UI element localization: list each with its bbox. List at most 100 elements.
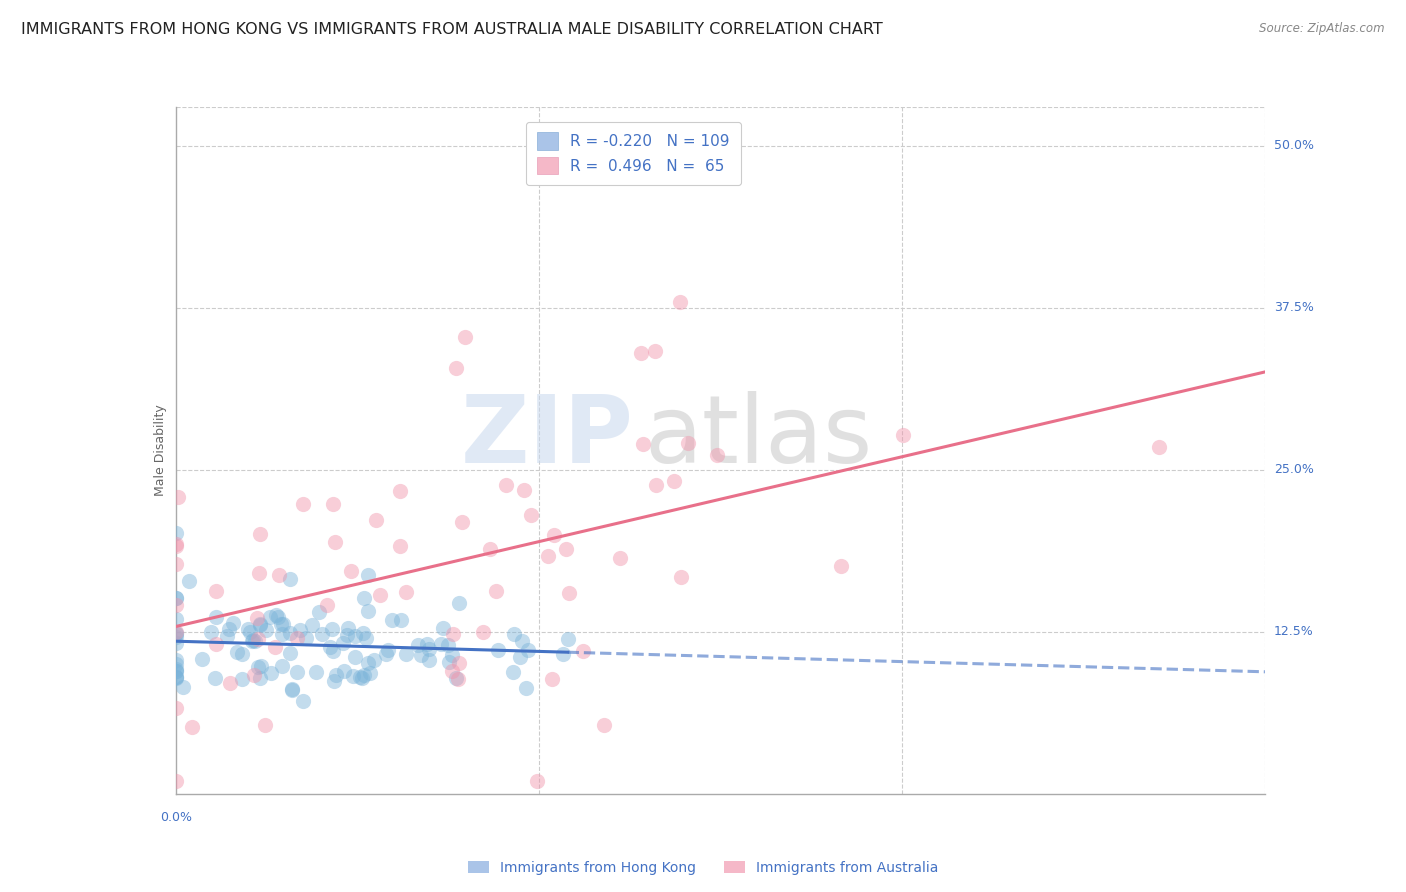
Point <box>593 718 616 732</box>
Point <box>830 559 852 574</box>
Point <box>354 631 377 645</box>
Point <box>418 653 440 667</box>
Point <box>259 610 281 624</box>
Point <box>177 574 200 589</box>
Point <box>416 637 439 651</box>
Point <box>446 672 468 686</box>
Point <box>336 628 359 642</box>
Point <box>264 607 287 622</box>
Point <box>479 542 502 557</box>
Point <box>204 671 226 685</box>
Point <box>389 613 412 627</box>
Point <box>388 539 411 553</box>
Point <box>555 542 578 557</box>
Point <box>353 668 375 682</box>
Point <box>337 621 360 635</box>
Point <box>231 647 253 661</box>
Point <box>503 627 526 641</box>
Point <box>243 668 266 682</box>
Point <box>630 346 652 360</box>
Point <box>512 483 534 497</box>
Point <box>454 329 477 343</box>
Point <box>165 612 187 626</box>
Point <box>247 659 270 673</box>
Point <box>205 637 228 651</box>
Point <box>515 681 537 696</box>
Point <box>418 641 440 656</box>
Point <box>242 632 264 647</box>
Point <box>319 640 342 655</box>
Point <box>204 584 226 599</box>
Point <box>668 294 690 309</box>
Point <box>291 694 314 708</box>
Point <box>165 591 187 606</box>
Point <box>165 537 187 551</box>
Point <box>644 343 666 358</box>
Point <box>662 474 685 488</box>
Point <box>429 637 451 651</box>
Point <box>271 617 294 632</box>
Point <box>359 665 381 680</box>
Point <box>526 773 548 788</box>
Point <box>388 484 411 499</box>
Point <box>472 624 495 639</box>
Point <box>200 625 222 640</box>
Point <box>165 701 187 715</box>
Point <box>267 609 290 624</box>
Point <box>191 652 214 666</box>
Point <box>270 658 292 673</box>
Point <box>270 616 292 631</box>
Point <box>165 671 187 685</box>
Point <box>311 627 333 641</box>
Point <box>219 676 242 690</box>
Point <box>357 568 380 582</box>
Point <box>236 622 259 636</box>
Point <box>451 515 474 529</box>
Point <box>165 653 187 667</box>
Point <box>520 508 543 523</box>
Point <box>411 648 433 662</box>
Point <box>322 497 344 511</box>
Point <box>395 647 418 661</box>
Point <box>165 670 187 684</box>
Point <box>246 611 269 625</box>
Point <box>280 646 302 660</box>
Point <box>165 662 187 676</box>
Point <box>891 428 914 442</box>
Text: Source: ZipAtlas.com: Source: ZipAtlas.com <box>1260 22 1385 36</box>
Point <box>165 557 187 571</box>
Point <box>1147 440 1170 454</box>
Point <box>165 624 187 639</box>
Point <box>165 670 187 684</box>
Point <box>165 525 187 540</box>
Point <box>364 513 387 527</box>
Point <box>706 448 728 462</box>
Point <box>172 680 194 694</box>
Point <box>245 633 267 648</box>
Point <box>543 528 565 542</box>
Point <box>609 550 631 565</box>
Point <box>165 627 187 641</box>
Point <box>165 664 187 678</box>
Point <box>631 437 654 451</box>
Point <box>267 567 290 582</box>
Point <box>484 584 506 599</box>
Point <box>205 610 228 624</box>
Legend: R = -0.220   N = 109, R =  0.496   N =  65: R = -0.220 N = 109, R = 0.496 N = 65 <box>526 121 741 186</box>
Text: 50.0%: 50.0% <box>1274 139 1313 153</box>
Point <box>495 478 517 492</box>
Point <box>271 626 294 640</box>
Point <box>352 671 374 685</box>
Point <box>301 618 323 632</box>
Point <box>343 649 366 664</box>
Point <box>239 625 262 640</box>
Point <box>332 636 354 650</box>
Point <box>447 656 470 670</box>
Point <box>449 597 471 611</box>
Point <box>363 653 385 667</box>
Point <box>352 625 374 640</box>
Point <box>395 585 418 599</box>
Point <box>333 665 356 679</box>
Point <box>240 634 263 648</box>
Point <box>167 491 190 505</box>
